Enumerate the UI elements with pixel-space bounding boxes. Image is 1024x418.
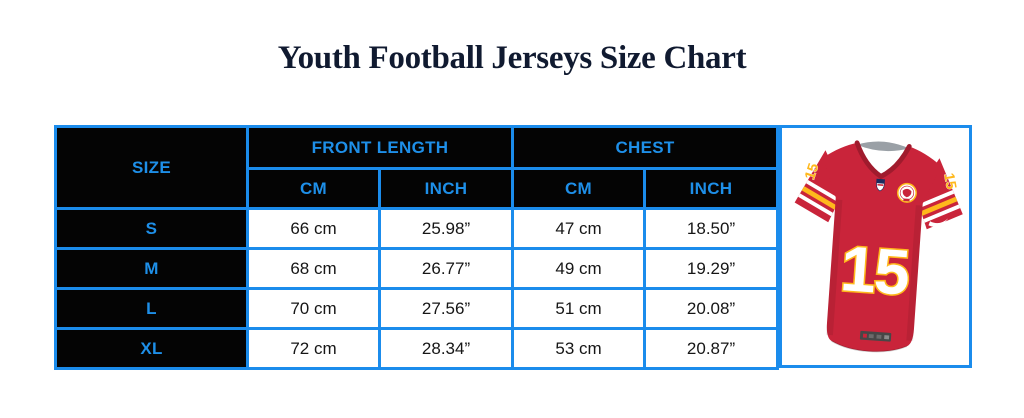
page-title: Youth Football Jerseys Size Chart — [277, 40, 747, 76]
cell-chest-inch: 19.29” — [643, 247, 780, 290]
col-header-chest: CHEST — [511, 125, 780, 170]
cell-chest-cm: 47 cm — [511, 207, 647, 250]
nike-swoosh-icon — [927, 217, 948, 227]
size-label-l: L — [54, 287, 249, 330]
cell-chest-cm: 49 cm — [511, 247, 647, 290]
team-logo-icon — [896, 182, 917, 203]
table-row: XL 72 cm 28.34” 53 cm 20.87” — [54, 327, 780, 370]
sub-header-chest-inch: INCH — [643, 167, 780, 210]
jock-tag — [859, 330, 891, 342]
cell-front-inch: 25.98” — [377, 207, 515, 250]
cell-chest-cm: 53 cm — [511, 327, 647, 370]
cell-front-inch: 26.77” — [377, 247, 515, 290]
col-header-front-length: FRONT LENGTH — [245, 125, 515, 170]
cell-front-inch: 27.56” — [377, 287, 515, 330]
cell-chest-inch: 20.08” — [643, 287, 780, 330]
sub-header-front-cm: CM — [246, 167, 381, 210]
jersey-photo-cell: 15 15 15 — [779, 125, 972, 368]
cell-chest-inch: 20.87” — [643, 327, 780, 370]
sub-header-chest-cm: CM — [511, 167, 647, 210]
jersey-number-left-shoulder: 15 — [802, 161, 822, 181]
cell-front-cm: 70 cm — [246, 287, 381, 330]
cell-chest-inch: 18.50” — [643, 207, 780, 250]
cell-front-inch: 28.34” — [377, 327, 515, 370]
collar-trim — [854, 139, 912, 179]
cell-chest-cm: 51 cm — [511, 287, 647, 330]
col-header-size: SIZE — [54, 125, 249, 210]
table-row: M 68 cm 26.77” 49 cm 19.29” — [54, 247, 780, 290]
table-row: L 70 cm 27.56” 51 cm 20.08” — [54, 287, 780, 330]
size-label-m: M — [54, 247, 249, 290]
jersey-number-front: 15 — [838, 232, 910, 309]
size-chart-table: SIZE FRONT LENGTH CHEST CM INCH CM INCH … — [54, 125, 780, 370]
collar-back — [856, 141, 909, 151]
table-row: S 66 cm 25.98” 47 cm 18.50” — [54, 207, 780, 250]
jersey-image: 15 15 15 — [792, 139, 967, 352]
cell-front-cm: 66 cm — [246, 207, 381, 250]
size-label-s: S — [54, 207, 249, 250]
jersey-number-right-shoulder: 15 — [940, 171, 959, 190]
hem-line — [830, 339, 907, 352]
sub-header-front-inch: INCH — [377, 167, 515, 210]
nfl-shield-icon — [875, 178, 885, 191]
size-label-xl: XL — [54, 327, 249, 370]
cell-front-cm: 72 cm — [246, 327, 381, 370]
cell-front-cm: 68 cm — [246, 247, 381, 290]
